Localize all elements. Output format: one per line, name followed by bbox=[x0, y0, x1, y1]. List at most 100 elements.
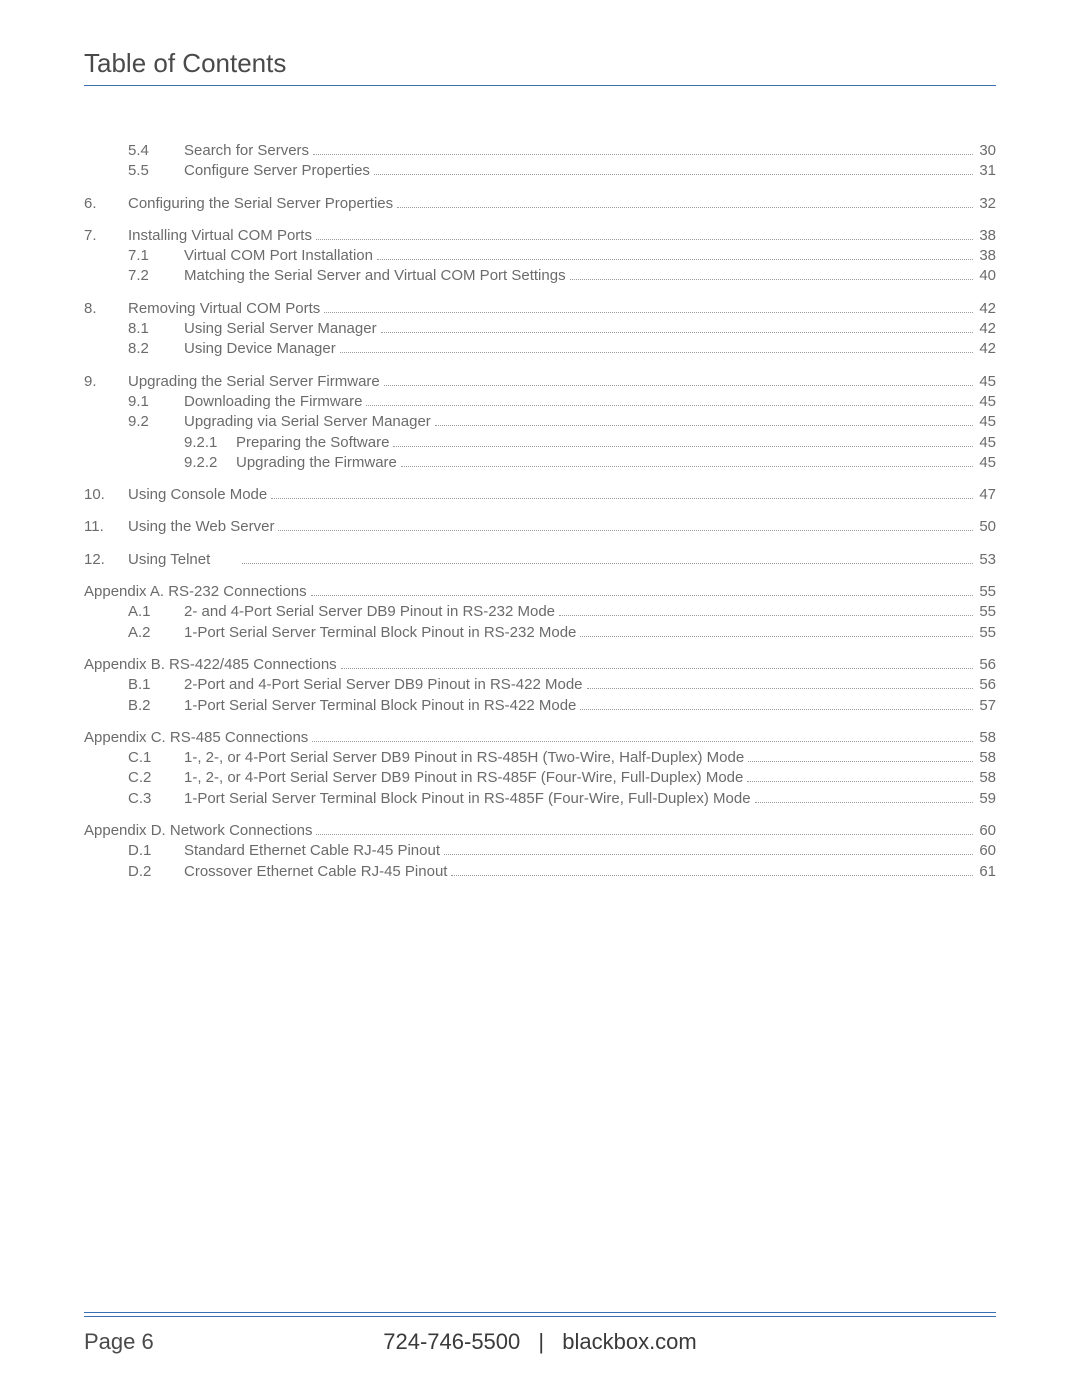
toc-group: 9.Upgrading the Serial Server Firmware45… bbox=[84, 373, 996, 472]
toc-label: Installing Virtual COM Ports bbox=[128, 227, 312, 245]
toc-leader-dots bbox=[313, 154, 973, 155]
toc-page: 61 bbox=[977, 863, 996, 881]
toc-row: 7.2Matching the Serial Server and Virtua… bbox=[84, 267, 996, 285]
toc-leader-dots bbox=[377, 259, 973, 260]
toc-label: Downloading the Firmware bbox=[184, 393, 362, 411]
toc-leader-dots bbox=[312, 741, 973, 742]
toc-number: 8.1 bbox=[128, 320, 184, 338]
toc-leader-dots bbox=[580, 636, 973, 637]
toc-leader-dots bbox=[340, 352, 974, 353]
toc-number: B.2 bbox=[128, 697, 184, 715]
toc-page: 56 bbox=[977, 656, 996, 674]
toc-group: 5.4Search for Servers30 5.5Configure Serv… bbox=[84, 142, 996, 181]
footer-contact: 724-746-5500 | blackbox.com bbox=[84, 1329, 996, 1355]
page-footer: Page 6 724-746-5500 | blackbox.com . bbox=[84, 1312, 996, 1355]
toc-page: 40 bbox=[977, 267, 996, 285]
toc-label: Virtual COM Port Installation bbox=[184, 247, 373, 265]
toc-page: 58 bbox=[977, 769, 996, 787]
toc-label: 1-, 2-, or 4-Port Serial Server DB9 Pino… bbox=[184, 769, 743, 787]
toc-page: 45 bbox=[977, 454, 996, 472]
toc-leader-dots bbox=[587, 688, 974, 689]
toc-label: Appendix C. RS-485 Connections bbox=[84, 729, 308, 747]
toc-row: 5.4Search for Servers30 bbox=[84, 142, 996, 160]
footer-separator: | bbox=[538, 1329, 544, 1354]
toc-label: Upgrading via Serial Server Manager bbox=[184, 413, 431, 431]
toc-number: 9.2.1 bbox=[184, 434, 236, 452]
toc-number: 9.2.2 bbox=[184, 454, 236, 472]
toc-row: 9.2.1Preparing the Software 45 bbox=[84, 434, 996, 452]
toc-row: 9.Upgrading the Serial Server Firmware45 bbox=[84, 373, 996, 391]
toc-row: 8.1Using Serial Server Manager 42 bbox=[84, 320, 996, 338]
toc-leader-dots bbox=[366, 405, 973, 406]
toc-row: C.21-, 2-, or 4-Port Serial Server DB9 P… bbox=[84, 769, 996, 787]
toc-leader-dots bbox=[242, 563, 973, 564]
toc-number: 7.2 bbox=[128, 267, 184, 285]
toc-page: 60 bbox=[977, 822, 996, 840]
toc-number: 5.5 bbox=[128, 162, 184, 180]
toc-leader-dots bbox=[580, 709, 973, 710]
title-rule bbox=[84, 85, 996, 86]
toc-page: 42 bbox=[977, 320, 996, 338]
toc-number: 7. bbox=[84, 227, 128, 245]
toc-page: 42 bbox=[977, 300, 996, 318]
toc-page: 55 bbox=[977, 624, 996, 642]
toc-leader-dots bbox=[341, 668, 974, 669]
toc-page: 50 bbox=[977, 518, 996, 536]
toc-page: 38 bbox=[977, 247, 996, 265]
toc-leader-dots bbox=[747, 781, 973, 782]
toc-leader-dots bbox=[278, 530, 973, 531]
toc-number: A.1 bbox=[128, 603, 184, 621]
toc-number: C.3 bbox=[128, 790, 184, 808]
toc-label: Upgrading the Firmware bbox=[236, 454, 397, 472]
toc-row: 9.2Upgrading via Serial Server Manager45 bbox=[84, 413, 996, 431]
toc-label: 2-Port and 4-Port Serial Server DB9 Pino… bbox=[184, 676, 583, 694]
toc-label: Crossover Ethernet Cable RJ-45 Pinout bbox=[184, 863, 447, 881]
toc-label: Configuring the Serial Server Properties bbox=[128, 195, 393, 213]
toc-page: 53 bbox=[977, 551, 996, 569]
footer-rule bbox=[84, 1312, 996, 1313]
toc-leader-dots bbox=[311, 595, 974, 596]
toc-leader-dots bbox=[316, 834, 973, 835]
toc-page: 31 bbox=[977, 162, 996, 180]
toc-number: 8.2 bbox=[128, 340, 184, 358]
toc-page: 45 bbox=[977, 373, 996, 391]
toc-number: 7.1 bbox=[128, 247, 184, 265]
toc-number: 9.1 bbox=[128, 393, 184, 411]
toc-number: 11. bbox=[84, 518, 128, 536]
toc-page: 59 bbox=[977, 790, 996, 808]
toc-label: Using Telnet bbox=[128, 551, 210, 569]
toc-label: Standard Ethernet Cable RJ-45 Pinout bbox=[184, 842, 440, 860]
toc-row: 7.Installing Virtual COM Ports38 bbox=[84, 227, 996, 245]
toc-row: Appendix B. RS-422/485 Connections56 bbox=[84, 656, 996, 674]
toc-group: 8.Removing Virtual COM Ports428.1Using S… bbox=[84, 300, 996, 359]
toc-group: Appendix D. Network Connections60D.1Stan… bbox=[84, 822, 996, 881]
toc-row: C.31-Port Serial Server Terminal Block P… bbox=[84, 790, 996, 808]
toc-row: D.2Crossover Ethernet Cable RJ-45 Pinout… bbox=[84, 863, 996, 881]
toc-number: 10. bbox=[84, 486, 128, 504]
toc-page: 60 bbox=[977, 842, 996, 860]
toc-number: 8. bbox=[84, 300, 128, 318]
toc-page: 58 bbox=[977, 749, 996, 767]
page-title: Table of Contents bbox=[84, 48, 996, 79]
toc-label: 1-Port Serial Server Terminal Block Pino… bbox=[184, 624, 576, 642]
toc-number: A.2 bbox=[128, 624, 184, 642]
toc-number: D.1 bbox=[128, 842, 184, 860]
toc-page: 57 bbox=[977, 697, 996, 715]
toc-page: 45 bbox=[977, 434, 996, 452]
toc-leader-dots bbox=[324, 312, 973, 313]
toc-label: Using Serial Server Manager bbox=[184, 320, 377, 338]
toc-number: 9.2 bbox=[128, 413, 184, 431]
toc-group: Appendix A. RS-232 Connections55A.12- an… bbox=[84, 583, 996, 642]
toc-number: 6. bbox=[84, 195, 128, 213]
toc-page: 55 bbox=[977, 583, 996, 601]
toc-row: C.11-, 2-, or 4-Port Serial Server DB9 P… bbox=[84, 749, 996, 767]
toc-label: Preparing the Software bbox=[236, 434, 389, 452]
toc-label: 1-Port Serial Server Terminal Block Pino… bbox=[184, 697, 576, 715]
toc-leader-dots bbox=[435, 425, 974, 426]
toc-row: D.1Standard Ethernet Cable RJ-45 Pinout 6… bbox=[84, 842, 996, 860]
toc-row: 5.5Configure Server Properties31 bbox=[84, 162, 996, 180]
toc-label: 1-Port Serial Server Terminal Block Pino… bbox=[184, 790, 751, 808]
toc-leader-dots bbox=[559, 615, 973, 616]
toc-number: B.1 bbox=[128, 676, 184, 694]
footer-line: Page 6 724-746-5500 | blackbox.com . bbox=[84, 1329, 996, 1355]
